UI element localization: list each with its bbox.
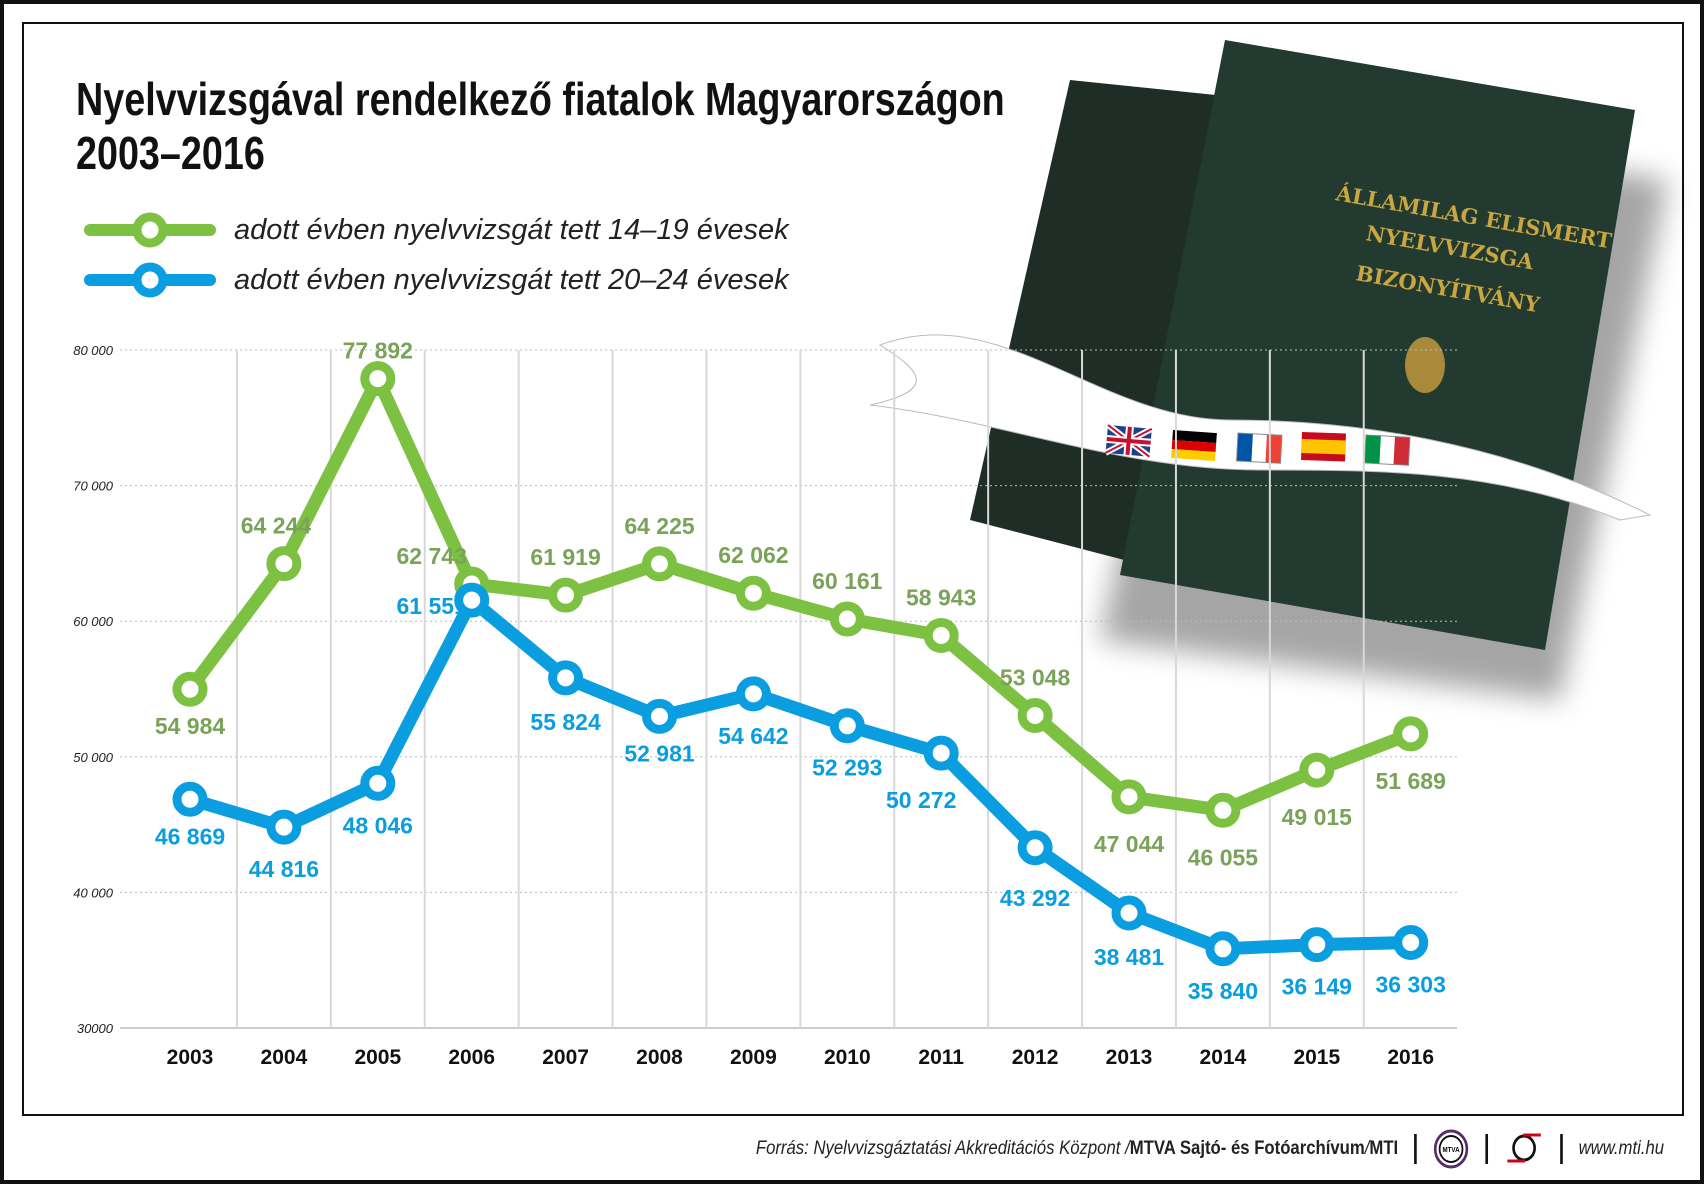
data-point-marker — [172, 671, 208, 707]
source-archive: MTVA Sajtó- és Fotóarchívum — [1129, 1138, 1365, 1159]
data-label: 47 044 — [1094, 831, 1165, 857]
divider — [1413, 1134, 1417, 1164]
x-tick-label: 2004 — [261, 1046, 308, 1069]
data-point-marker — [360, 361, 396, 397]
title-line-2: 2003–2016 — [76, 127, 265, 179]
data-point-marker — [548, 577, 584, 613]
legend-green-line-marker-icon — [84, 212, 216, 248]
divider — [1485, 1134, 1488, 1164]
data-point-marker — [735, 676, 771, 712]
data-point-marker — [1393, 925, 1429, 961]
title-line-1: Nyelvvizsgával rendelkező fiatalok Magya… — [76, 73, 1005, 125]
source-mti: MTI — [1369, 1138, 1399, 1159]
legend-label: adott évben nyelvvizsgát tett 14–19 éves… — [234, 213, 789, 246]
data-point-marker — [1017, 697, 1053, 733]
data-label: 77 892 — [343, 338, 413, 364]
y-tick-label: 70 000 — [73, 479, 114, 494]
x-tick-label: 2011 — [918, 1046, 964, 1069]
y-tick-label: 50 000 — [73, 750, 114, 765]
data-point-marker — [642, 546, 677, 582]
x-tick-label: 2015 — [1293, 1046, 1340, 1069]
data-point-marker — [829, 708, 865, 744]
footer: Forrás: Nyelvvizsgáztatási Akkreditációs… — [756, 1128, 1664, 1170]
x-tick-label: 2005 — [354, 1046, 401, 1069]
data-point-marker — [172, 781, 208, 817]
y-tick-label: 40 000 — [73, 885, 114, 900]
legend-blue-line-marker-icon — [84, 262, 216, 298]
chart-title: Nyelvvizsgával rendelkező fiatalok Magya… — [76, 72, 1005, 180]
data-label: 64 225 — [624, 513, 695, 539]
mtva-logo-icon: MTVA — [1433, 1129, 1469, 1169]
legend-item-14-19: adott évben nyelvvizsgát tett 14–19 éves… — [82, 212, 789, 248]
data-point-marker — [923, 618, 959, 654]
y-tick-label: 30000 — [77, 1021, 114, 1036]
x-tick-label: 2016 — [1387, 1046, 1434, 1069]
data-label: 36 149 — [1282, 974, 1352, 1000]
source-prefix: Forrás: Nyelvvizsgáztatási Akkreditációs… — [755, 1138, 1130, 1159]
data-label: 46 869 — [155, 823, 225, 849]
data-label: 62 062 — [718, 542, 788, 568]
data-label: 61 919 — [530, 544, 600, 570]
data-point-marker — [1017, 830, 1053, 866]
source-separator: / — [1364, 1138, 1370, 1159]
data-point-marker — [1393, 716, 1429, 752]
legend-item-20-24: adott évben nyelvvizsgát tett 20–24 éves… — [82, 262, 789, 298]
website-url: www.mti.hu — [1578, 1138, 1664, 1159]
data-label: 62 743 — [397, 543, 467, 569]
data-point-marker — [548, 660, 584, 696]
data-point-marker — [923, 735, 959, 771]
mtva-logo-text: MTVA — [1442, 1147, 1459, 1154]
data-label: 60 161 — [812, 568, 883, 594]
data-point-marker — [1299, 752, 1335, 788]
x-tick-label: 2008 — [636, 1046, 683, 1069]
data-point-marker — [735, 575, 771, 611]
data-label: 36 303 — [1376, 972, 1446, 998]
y-tick-label: 60 000 — [73, 614, 114, 629]
x-tick-label: 2012 — [1012, 1046, 1059, 1069]
data-label: 38 481 — [1094, 944, 1165, 970]
data-label: 49 015 — [1282, 804, 1353, 830]
data-label: 43 292 — [1000, 885, 1070, 911]
x-tick-label: 2006 — [448, 1046, 495, 1069]
data-point-marker — [1111, 895, 1147, 931]
chart-frame — [22, 22, 1684, 1116]
y-tick-label: 80 000 — [73, 343, 114, 358]
data-label: 55 824 — [530, 709, 601, 735]
data-label: 53 048 — [1000, 664, 1071, 690]
x-tick-label: 2009 — [730, 1046, 777, 1069]
x-tick-label: 2014 — [1200, 1046, 1247, 1069]
data-label: 52 293 — [812, 755, 882, 781]
data-point-marker — [1205, 792, 1241, 828]
data-label: 44 816 — [249, 856, 319, 882]
x-tick-label: 2013 — [1106, 1046, 1153, 1069]
data-label: 54 984 — [155, 713, 226, 739]
data-label: 46 055 — [1188, 844, 1259, 870]
data-point-marker — [360, 765, 396, 801]
data-point-marker — [829, 601, 865, 637]
mti-logo-icon — [1507, 1133, 1541, 1163]
data-point-marker — [454, 582, 490, 618]
data-label: 35 840 — [1188, 978, 1258, 1004]
data-point-marker — [1299, 927, 1335, 963]
data-point-marker — [1111, 779, 1147, 815]
data-label: 48 046 — [343, 812, 413, 838]
data-label: 50 272 — [886, 787, 956, 813]
x-tick-label: 2007 — [542, 1046, 589, 1069]
legend-label: adott évben nyelvvizsgát tett 20–24 éves… — [234, 263, 789, 296]
data-point-marker — [642, 698, 677, 734]
data-point-marker — [266, 546, 302, 582]
data-label: 64 244 — [241, 513, 312, 539]
data-label: 58 943 — [906, 585, 976, 611]
data-label: 52 981 — [624, 740, 695, 766]
x-tick-label: 2010 — [824, 1046, 871, 1069]
data-label: 51 689 — [1376, 768, 1446, 794]
x-tick-label: 2003 — [167, 1046, 214, 1069]
data-label: 54 642 — [718, 723, 788, 749]
data-point-marker — [1205, 931, 1241, 967]
data-label: 61 551 — [397, 593, 468, 619]
divider — [1560, 1134, 1563, 1164]
data-point-marker — [266, 809, 302, 845]
